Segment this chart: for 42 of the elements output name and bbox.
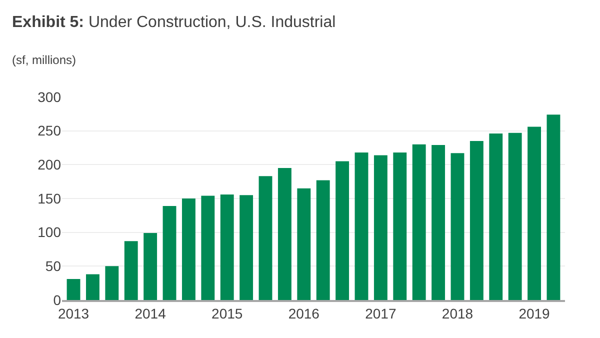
- bar: [489, 134, 503, 300]
- bar: [162, 206, 176, 300]
- bar: [470, 140, 484, 300]
- y-tick-label: 50: [45, 258, 62, 274]
- y-tick-label: 100: [38, 224, 62, 240]
- chart-subtitle: (sf, millions): [12, 53, 76, 67]
- bar: [86, 274, 100, 300]
- bar: [546, 114, 560, 300]
- bar: [278, 168, 292, 300]
- x-tick-label: 2019: [518, 306, 550, 322]
- bar: [336, 161, 350, 300]
- x-tick-label: 2018: [442, 306, 474, 322]
- x-tick-label: 2013: [58, 306, 90, 322]
- bar: [374, 155, 388, 300]
- bar: [412, 144, 426, 300]
- bar: [144, 233, 158, 300]
- x-tick-label: 2016: [288, 306, 320, 322]
- bar: [354, 152, 368, 300]
- y-tick-label: 0: [53, 292, 62, 308]
- bar: [316, 180, 330, 300]
- x-tick-label: 2014: [134, 306, 166, 322]
- y-tick-label: 300: [38, 88, 62, 105]
- y-tick-label: 200: [38, 156, 62, 173]
- bar: [105, 266, 119, 300]
- bar: [258, 176, 272, 300]
- bar: [508, 132, 522, 300]
- chart-title: Exhibit 5: Under Construction, U.S. Industrial: [12, 14, 336, 31]
- bar: [201, 196, 215, 300]
- bar: [297, 188, 311, 300]
- bar: [450, 153, 464, 300]
- y-tick-label: 250: [38, 122, 62, 139]
- bar: [432, 145, 446, 300]
- bar: [66, 279, 80, 300]
- x-tick-label: 2015: [212, 306, 243, 322]
- bar: [393, 152, 407, 300]
- bar: [240, 195, 254, 300]
- x-tick-label: 2017: [365, 306, 396, 322]
- bar: [124, 241, 138, 300]
- bar: [220, 194, 234, 300]
- bar: [528, 126, 541, 300]
- y-tick-label: 150: [38, 190, 62, 206]
- bar: [182, 198, 196, 300]
